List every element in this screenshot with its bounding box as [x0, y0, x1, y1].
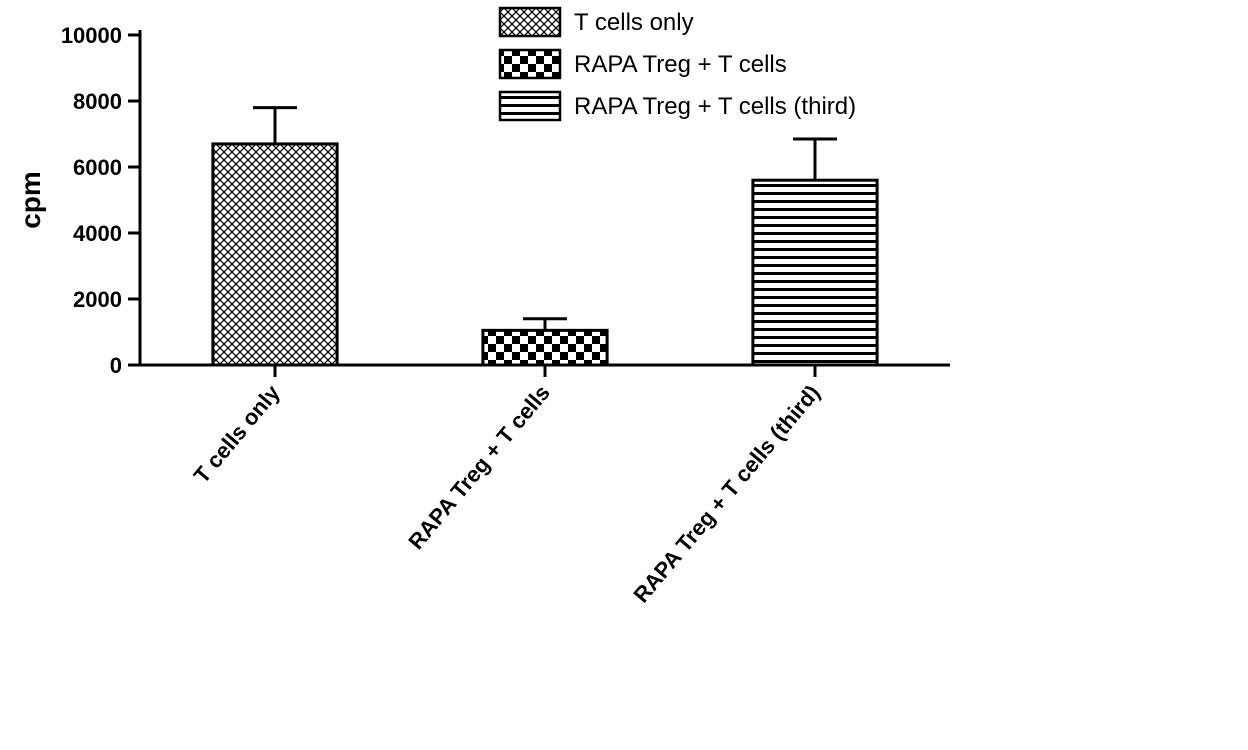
- x-axis-label: T cells only: [189, 380, 286, 488]
- chart-svg: T cells only RAPA Treg + T cells RAPA Treg…: [0, 0, 1248, 750]
- y-tick-label: 6000: [73, 155, 122, 180]
- legend-label: RAPA Treg + T cells: [574, 51, 787, 78]
- x-axis-labels: T cells only RAPA Treg + T cells RAPA Treg…: [189, 380, 825, 608]
- y-tick-label: 0: [110, 353, 122, 378]
- y-axis-label: cpm: [15, 171, 46, 229]
- legend-label: RAPA Treg + T cells (third): [574, 93, 856, 120]
- bars: [213, 108, 877, 365]
- x-axis-label: RAPA Treg + T cells: [403, 380, 555, 554]
- legend: T cells only RAPA Treg + T cells RAPA Treg…: [500, 8, 856, 120]
- y-tick-label: 2000: [73, 287, 122, 312]
- legend-swatch: [500, 92, 560, 120]
- bar: [753, 180, 877, 365]
- y-tick-label: 10000: [61, 23, 122, 48]
- bar-chart: T cells only RAPA Treg + T cells RAPA Treg…: [0, 0, 1248, 750]
- bar: [213, 144, 337, 365]
- x-axis-label: RAPA Treg + T cells (third): [628, 380, 824, 607]
- y-tick-label: 8000: [73, 89, 122, 114]
- bar: [483, 330, 607, 365]
- legend-swatch: [500, 8, 560, 36]
- legend-swatch: [500, 50, 560, 78]
- y-tick-label: 4000: [73, 221, 122, 246]
- legend-label: T cells only: [574, 9, 694, 36]
